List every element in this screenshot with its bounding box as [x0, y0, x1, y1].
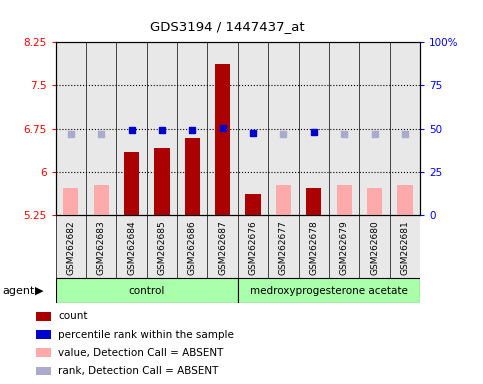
Bar — [185, 139, 200, 215]
Text: GSM262686: GSM262686 — [188, 220, 197, 275]
Bar — [36, 312, 51, 321]
Text: GSM262683: GSM262683 — [97, 220, 106, 275]
Text: percentile rank within the sample: percentile rank within the sample — [58, 329, 234, 339]
Text: GDS3194 / 1447437_at: GDS3194 / 1447437_at — [150, 20, 304, 33]
Bar — [337, 184, 352, 215]
Bar — [116, 42, 147, 215]
Bar — [367, 188, 382, 215]
Text: count: count — [58, 311, 87, 321]
Text: GSM262685: GSM262685 — [157, 220, 167, 275]
Bar — [86, 215, 116, 278]
Bar — [36, 348, 51, 357]
Bar — [306, 188, 322, 215]
Bar — [298, 42, 329, 215]
Bar — [94, 184, 109, 215]
Text: medroxyprogesterone acetate: medroxyprogesterone acetate — [250, 286, 408, 296]
Bar — [329, 215, 359, 278]
Text: GSM262679: GSM262679 — [340, 220, 349, 275]
Text: GSM262676: GSM262676 — [249, 220, 257, 275]
Bar — [36, 367, 51, 376]
Bar — [154, 148, 170, 215]
Bar — [56, 278, 238, 303]
Bar — [298, 215, 329, 278]
Bar — [359, 215, 390, 278]
Bar — [116, 215, 147, 278]
Bar — [56, 215, 86, 278]
Bar — [177, 42, 208, 215]
Bar — [329, 42, 359, 215]
Text: GSM262680: GSM262680 — [370, 220, 379, 275]
Text: GSM262684: GSM262684 — [127, 220, 136, 275]
Text: GSM262682: GSM262682 — [66, 220, 75, 275]
Text: control: control — [128, 286, 165, 296]
Bar — [124, 152, 139, 215]
Bar — [390, 42, 420, 215]
Bar — [56, 42, 86, 215]
Text: value, Detection Call = ABSENT: value, Detection Call = ABSENT — [58, 348, 224, 358]
Text: GSM262687: GSM262687 — [218, 220, 227, 275]
Bar — [245, 194, 261, 215]
Bar — [208, 215, 238, 278]
Text: GSM262677: GSM262677 — [279, 220, 288, 275]
Bar — [238, 215, 268, 278]
Bar — [398, 184, 412, 215]
Bar — [268, 42, 298, 215]
Bar — [177, 215, 208, 278]
Bar — [208, 42, 238, 215]
Bar — [147, 215, 177, 278]
Text: GSM262681: GSM262681 — [400, 220, 410, 275]
Bar — [268, 215, 298, 278]
Bar — [63, 188, 78, 215]
Bar — [359, 42, 390, 215]
Bar — [390, 215, 420, 278]
Bar — [147, 42, 177, 215]
Bar — [276, 184, 291, 215]
Text: agent: agent — [2, 286, 35, 296]
Bar — [238, 42, 268, 215]
Text: ▶: ▶ — [35, 286, 43, 296]
Bar — [86, 42, 116, 215]
Bar — [36, 330, 51, 339]
Bar — [238, 278, 420, 303]
Bar — [215, 64, 230, 215]
Text: GSM262678: GSM262678 — [309, 220, 318, 275]
Text: rank, Detection Call = ABSENT: rank, Detection Call = ABSENT — [58, 366, 218, 376]
